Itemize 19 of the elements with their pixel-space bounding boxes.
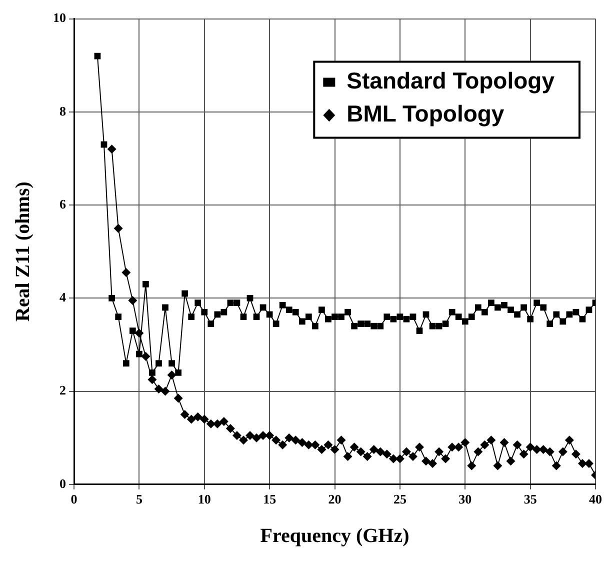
y-axis-title: Real Z11 (ohms) (12, 182, 34, 322)
y-tick-label: 2 (60, 382, 66, 398)
x-axis-title: Frequency (GHz) (260, 525, 410, 548)
y-tick-label: 4 (60, 290, 66, 305)
x-tick-label: 35 (524, 492, 538, 507)
x-tick-label: 5 (136, 492, 143, 507)
y-tick-label: 6 (60, 196, 66, 212)
x-tick-label: 0 (70, 492, 78, 507)
x-tick-label: 40 (589, 492, 602, 507)
x-tick-label: 25 (393, 492, 407, 507)
x-tick-label: 10 (198, 492, 211, 507)
legend-label: BML Topology (346, 100, 504, 127)
legend-label: Standard Topology (346, 68, 555, 94)
y-tick-label: 0 (60, 476, 66, 491)
y-tick-label: 10 (53, 10, 66, 26)
x-tick-label: 20 (328, 492, 342, 507)
x-tick-label: 15 (263, 492, 277, 507)
x-tick-label: 30 (458, 492, 472, 507)
y-tick-label: 8 (60, 103, 66, 118)
